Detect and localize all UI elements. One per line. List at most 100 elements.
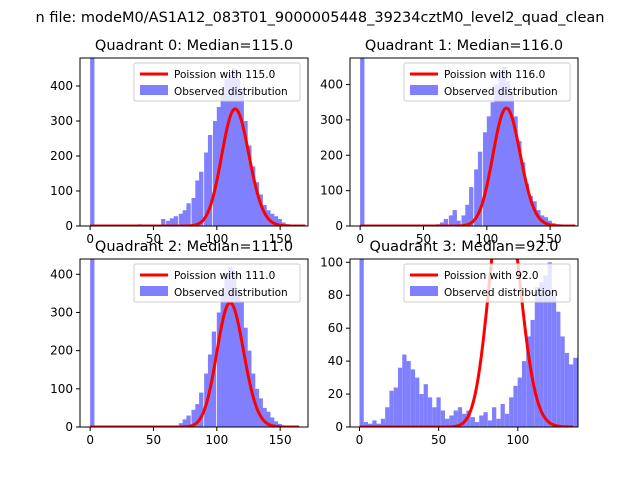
histogram-bar: [424, 384, 428, 427]
histogram-bar: [569, 364, 573, 427]
y-tick-label: 100: [320, 184, 343, 198]
y-tick-label: 80: [328, 288, 343, 302]
histogram-bar: [513, 386, 517, 427]
y-tick-label: 0: [335, 420, 343, 434]
x-tick-label: 50: [146, 433, 161, 447]
histogram-bar: [483, 412, 487, 427]
y-tick-label: 40: [328, 354, 343, 368]
histogram-bar: [595, 414, 599, 427]
histogram-bar: [441, 411, 445, 427]
histogram-bar: [90, 259, 94, 427]
histogram-bar: [494, 85, 498, 226]
legend: Poission with 92.0 Observed distribution: [404, 264, 570, 302]
histogram-bar: [590, 407, 594, 427]
histogram-bar: [599, 417, 603, 427]
histogram-bar: [509, 397, 513, 427]
x-tick-label: 50: [431, 433, 446, 447]
poisson-curve: [90, 303, 299, 427]
y-tick-label: 0: [65, 420, 73, 434]
histogram-bar: [616, 422, 620, 427]
legend-hist-label: Observed distribution: [174, 86, 288, 98]
y-tick-label: 400: [50, 267, 73, 281]
histogram-bar: [240, 301, 244, 427]
y-tick-label: 200: [320, 148, 343, 162]
y-tick-label: 100: [50, 382, 73, 396]
legend-poisson-label: Poission with 111.0: [174, 270, 275, 282]
histogram-bar: [565, 353, 569, 427]
histogram-bar: [488, 420, 492, 427]
legend-hist-swatch: [410, 286, 438, 296]
histogram-bar: [360, 58, 364, 226]
histogram-bar: [179, 214, 183, 226]
x-tick-label: 0: [356, 433, 364, 447]
legend-poisson-label: Poission with 116.0: [444, 69, 545, 81]
histogram-bar: [492, 407, 496, 427]
x-tick-label: 100: [205, 433, 228, 447]
histogram-bar: [90, 58, 94, 226]
histogram-bar: [213, 121, 217, 226]
histogram-bar: [407, 361, 411, 427]
histogram-bar: [505, 414, 509, 427]
legend: Poission with 111.0 Observed distribution: [134, 264, 300, 302]
histogram-bar: [436, 397, 440, 427]
y-tick-label: 200: [50, 149, 73, 163]
legend-hist-label: Observed distribution: [174, 287, 288, 299]
histogram-bar: [389, 391, 393, 427]
histogram-bar: [360, 259, 364, 427]
legend-hist-swatch: [410, 85, 438, 95]
legend-hist-swatch: [140, 85, 168, 95]
y-tick-label: 100: [320, 255, 343, 269]
histogram-bar: [394, 387, 398, 427]
histogram-bar: [475, 422, 479, 427]
histogram-bar: [195, 181, 199, 227]
histogram-bar: [183, 210, 187, 226]
legend-hist-label: Observed distribution: [444, 287, 558, 299]
histogram-bar: [199, 172, 203, 226]
y-tick-label: 400: [320, 78, 343, 92]
histogram-bar: [506, 81, 510, 226]
y-tick-label: 300: [320, 113, 343, 127]
histogram-bar: [385, 407, 389, 427]
histogram-bar: [186, 203, 190, 226]
histogram-bar: [501, 404, 505, 427]
x-tick-label: 0: [86, 433, 94, 447]
histogram-bar: [479, 415, 483, 427]
y-tick-label: 0: [65, 219, 73, 233]
histogram-bar: [236, 290, 240, 427]
histogram-bar: [552, 295, 556, 427]
y-tick-label: 60: [328, 321, 343, 335]
histogram-bar: [586, 402, 590, 427]
histogram-bar: [191, 198, 195, 226]
legend-hist-swatch: [140, 286, 168, 296]
y-tick-label: 200: [50, 344, 73, 358]
histogram-bar: [582, 391, 586, 427]
x-tick-label: 0: [86, 232, 94, 246]
y-tick-label: 300: [50, 114, 73, 128]
histogram-bar: [471, 417, 475, 427]
x-tick-label: 100: [506, 433, 529, 447]
y-tick-label: 20: [328, 387, 343, 401]
histogram-bar: [607, 419, 611, 427]
figure-suptitle: n file: modeM0/AS1A12_083T01_9000005448_…: [36, 10, 605, 26]
histogram-bar: [453, 210, 457, 226]
histogram-bar: [402, 355, 406, 427]
x-tick-label: 0: [356, 232, 364, 246]
legend-poisson-label: Poission with 92.0: [444, 270, 539, 282]
histogram-bar: [603, 419, 607, 427]
histogram-bar: [496, 419, 500, 427]
histogram-bar: [612, 420, 616, 427]
x-tick-label: 150: [269, 433, 292, 447]
histogram-bar: [432, 407, 436, 427]
histogram-bar: [556, 312, 560, 427]
histogram-bar: [415, 378, 419, 427]
y-tick-label: 0: [335, 219, 343, 233]
histogram-bar: [560, 336, 564, 427]
y-tick-label: 100: [50, 184, 73, 198]
axes-title: Quadrant 1: Median=116.0: [365, 38, 563, 54]
axes-title: Quadrant 0: Median=115.0: [95, 38, 293, 54]
histogram-bar: [483, 132, 487, 226]
